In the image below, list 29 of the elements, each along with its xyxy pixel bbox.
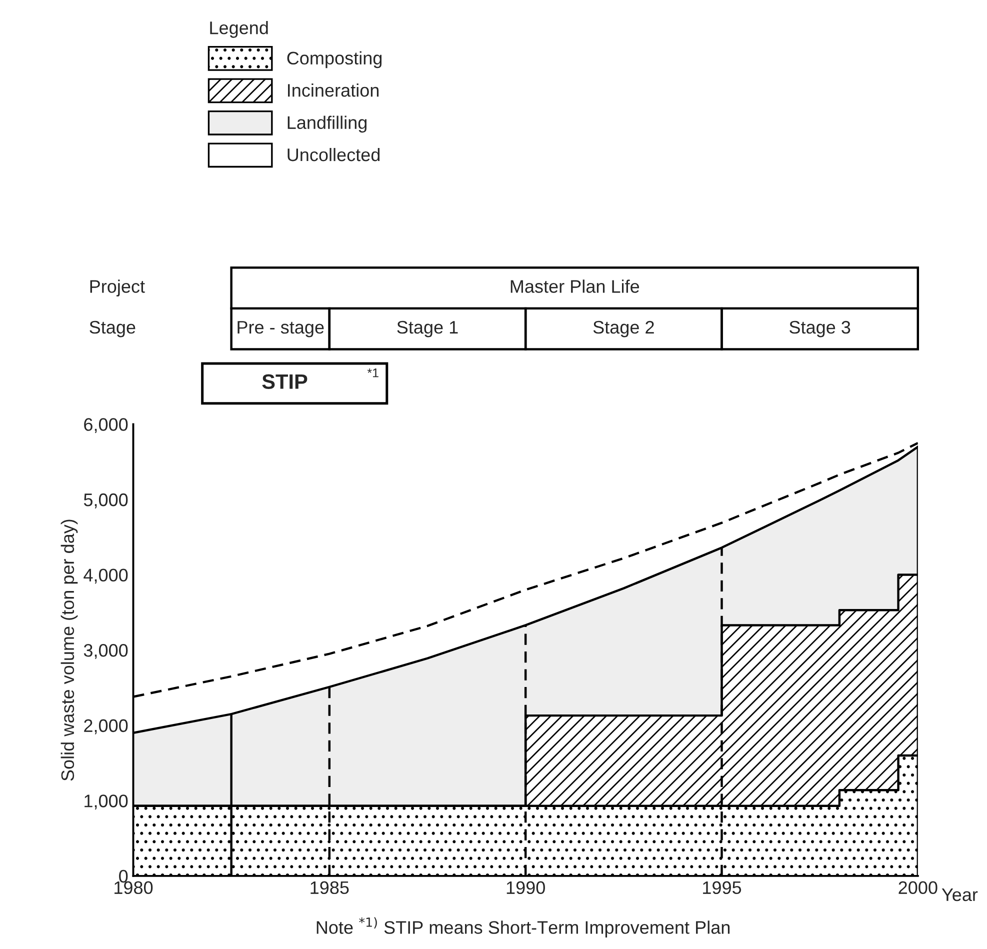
legend-label: Composting [287,51,382,68]
x-tick-label: 1980 [114,881,153,894]
y-tick-label: 2,000 [84,719,128,734]
text: Master Plan Life [510,280,640,293]
x-tick-label: 2000 [898,881,938,894]
x-tick-label: 1985 [310,881,349,894]
text: Stage 3 [790,320,850,338]
text: Stage 1 [397,320,458,338]
text: *1 [367,368,378,378]
y-tick-label: 6,000 [84,418,128,434]
legend-label: Landfilling [288,116,366,133]
y-tick-label: 4,000 [84,568,128,584]
x-tick-label: 1995 [703,881,742,894]
text: Project [90,280,145,296]
text: Note $^{*1)}$ STIP means Short-Term Improvement Plan [316,917,730,938]
legend-title: Legend [210,20,268,38]
text: Stage 2 [593,320,654,338]
text: Stage [90,320,136,338]
y-tick-label: 1,000 [84,794,128,810]
x-tick-label: 1990 [506,881,545,894]
legend-label: Incineration [288,84,379,97]
y-tick-label: 0 [119,870,128,883]
y-axis-title: Solid waste volume (ton per day) [60,520,78,781]
y-tick-label: 5,000 [84,493,128,508]
text: STIP [262,374,308,389]
y-tick-label: 3,000 [84,644,128,659]
text: Pre - stage [238,321,324,338]
x-axis-title: Year [942,888,978,902]
legend-label: Uncollected [288,148,380,162]
